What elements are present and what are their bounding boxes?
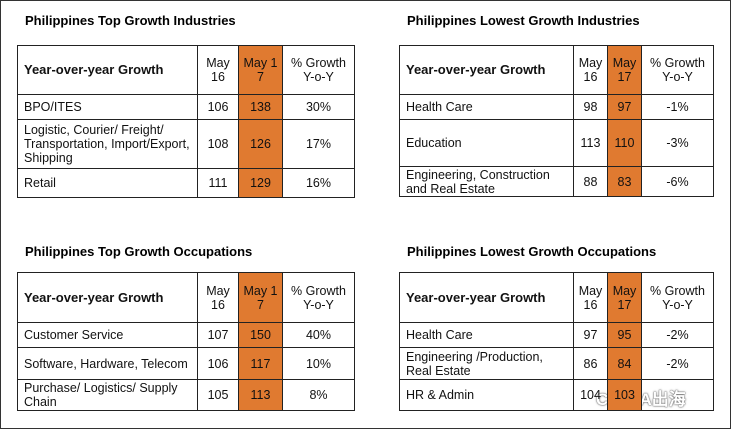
- table-title: Philippines Lowest Growth Occupations: [407, 244, 657, 259]
- row-label: Year-over-year Growth: [17, 272, 198, 323]
- cell: 104: [573, 379, 608, 411]
- cell: 106: [197, 94, 239, 120]
- cell: 107: [197, 322, 239, 348]
- cell: 98: [573, 94, 608, 120]
- cell: -2%: [641, 322, 714, 348]
- table-row: Logistic, Courier/ Freight/ Transportati…: [17, 119, 355, 169]
- table-title: Philippines Top Growth Industries: [25, 13, 236, 28]
- cell: 10%: [282, 347, 355, 380]
- cell: 150: [238, 322, 283, 348]
- cell: May 17: [238, 272, 283, 323]
- cell: 113: [573, 119, 608, 167]
- cell: 8%: [282, 379, 355, 411]
- cell: % Growth Y-o-Y: [641, 272, 714, 323]
- row-label: Year-over-year Growth: [17, 45, 198, 95]
- table-row: BPO/ITES 106 138 30%: [17, 94, 355, 120]
- row-label: HR & Admin: [399, 379, 574, 411]
- cell: % Growth Y-o-Y: [282, 272, 355, 323]
- cell: 105: [197, 379, 239, 411]
- cell: May 16: [573, 272, 608, 323]
- cell: 117: [238, 347, 283, 380]
- cell: 97: [573, 322, 608, 348]
- row-label: Education: [399, 119, 574, 167]
- row-label: Year-over-year Growth: [399, 45, 574, 95]
- cell: 16%: [282, 168, 355, 198]
- cell: 86: [573, 347, 608, 380]
- cell: 88: [573, 166, 608, 197]
- header-row: Year-over-year Growth May 16 May 17% Growt…: [399, 45, 714, 95]
- table-row: Retail 111 129 16%: [17, 168, 355, 198]
- cell: May 16: [573, 45, 608, 95]
- row-label: Logistic, Courier/ Freight/ Transportati…: [17, 119, 198, 169]
- cell: [641, 379, 714, 411]
- cell: 83: [607, 166, 642, 197]
- cell: 95: [607, 322, 642, 348]
- table-title: Philippines Lowest Growth Industries: [407, 13, 640, 28]
- cell: 17%: [282, 119, 355, 169]
- cell: 113: [238, 379, 283, 411]
- cell: 111: [197, 168, 239, 198]
- data-table: Year-over-year Growth May 16 May 17% Growt…: [17, 45, 355, 198]
- cell: 103: [607, 379, 642, 411]
- table-row: HR & Admin 104 103: [399, 379, 714, 411]
- table-row: Engineering, Construction and Real Estat…: [399, 166, 714, 197]
- data-table: Year-over-year Growth May 16 May 17% Growt…: [17, 272, 355, 411]
- cell: -3%: [641, 119, 714, 167]
- cell: 110: [607, 119, 642, 167]
- cell: 30%: [282, 94, 355, 120]
- cell: 106: [197, 347, 239, 380]
- data-table: Year-over-year Growth May 16 May 17% Growt…: [399, 272, 714, 411]
- header-row: Year-over-year Growth May 16 May 17% Growt…: [399, 272, 714, 323]
- row-label: Retail: [17, 168, 198, 198]
- row-label: Software, Hardware, Telecom: [17, 347, 198, 380]
- cell: -1%: [641, 94, 714, 120]
- cell: 97: [607, 94, 642, 120]
- cell: May 17: [607, 272, 642, 323]
- header-row: Year-over-year Growth May 16 May 17% Growt…: [17, 272, 355, 323]
- cell: May 16: [197, 45, 239, 95]
- row-label: BPO/ITES: [17, 94, 198, 120]
- cell: May 17: [607, 45, 642, 95]
- data-table: Year-over-year Growth May 16 May 17% Growt…: [399, 45, 714, 197]
- cell: -2%: [641, 347, 714, 380]
- cell: 126: [238, 119, 283, 169]
- row-label: Health Care: [399, 322, 574, 348]
- table-row: Software, Hardware, Telecom 106 117 10%: [17, 347, 355, 380]
- cell: 129: [238, 168, 283, 198]
- cell: 40%: [282, 322, 355, 348]
- header-row: Year-over-year Growth May 16 May 17% Growt…: [17, 45, 355, 95]
- cell: 84: [607, 347, 642, 380]
- table-row: Customer Service 107 150 40%: [17, 322, 355, 348]
- table-row: Health Care 97 95 -2%: [399, 322, 714, 348]
- row-label: Customer Service: [17, 322, 198, 348]
- table-row: Health Care 98 97 -1%: [399, 94, 714, 120]
- cell: -6%: [641, 166, 714, 197]
- cell: % Growth Y-o-Y: [282, 45, 355, 95]
- cell: 138: [238, 94, 283, 120]
- row-label: Year-over-year Growth: [399, 272, 574, 323]
- row-label: Engineering, Construction and Real Estat…: [399, 166, 574, 197]
- cell: 108: [197, 119, 239, 169]
- table-title: Philippines Top Growth Occupations: [25, 244, 253, 259]
- cell: May 17: [238, 45, 283, 95]
- table-row: Engineering /Production, Real Estate 86 84…: [399, 347, 714, 380]
- row-label: Health Care: [399, 94, 574, 120]
- cell: % Growth Y-o-Y: [641, 45, 714, 95]
- table-row: Purchase/ Logistics/ Supply Chain 105 113 8…: [17, 379, 355, 411]
- row-label: Engineering /Production, Real Estate: [399, 347, 574, 380]
- cell: May 16: [197, 272, 239, 323]
- row-label: Purchase/ Logistics/ Supply Chain: [17, 379, 198, 411]
- table-row: Education 113 110 -3%: [399, 119, 714, 167]
